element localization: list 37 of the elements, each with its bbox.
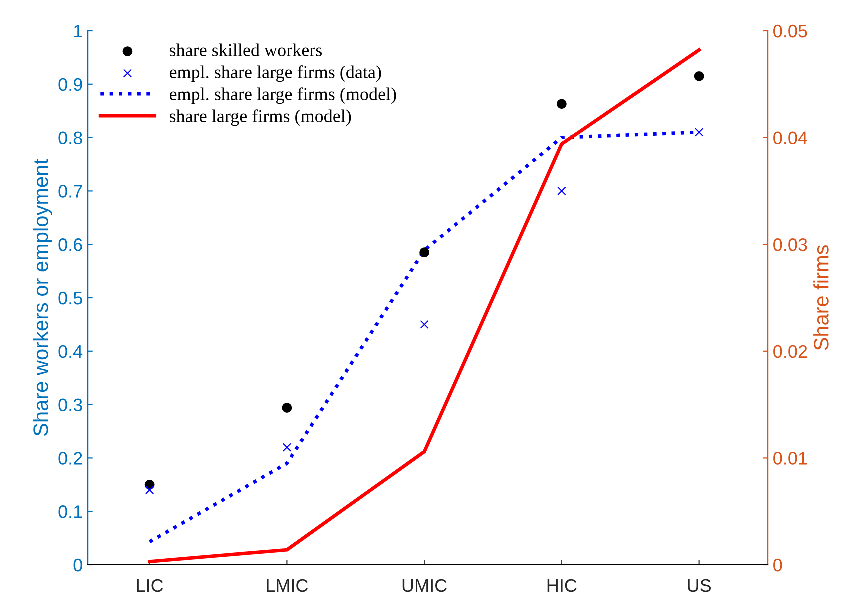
- y2-axis-title: Share firms: [814, 245, 829, 350]
- y-tick-label: 0.2: [58, 452, 82, 465]
- point: [420, 320, 429, 330]
- x-tick-label: LMIC: [267, 579, 308, 592]
- y2-tick-label: 0.04: [774, 132, 808, 145]
- point: [282, 443, 292, 452]
- y-tick-label: 0.1: [58, 506, 82, 518]
- y-tick-label: 0.8: [58, 132, 82, 145]
- x-tick-label: UMIC: [402, 579, 447, 592]
- point: [558, 186, 566, 196]
- y-tick-label: 0.3: [58, 398, 82, 412]
- y-tick-label: 0.4: [58, 345, 83, 358]
- y-axis-title: Share workers or employment: [33, 159, 52, 436]
- point: [420, 248, 430, 258]
- point: [694, 71, 704, 82]
- x-tick-label: US: [688, 579, 712, 592]
- y2-tick-label: 0.03: [774, 238, 808, 252]
- legend-label: share skilled workers: [170, 44, 322, 56]
- y-tick-label: 0.6: [58, 238, 82, 252]
- x-tick-label: LIC: [137, 579, 164, 592]
- y-tick-label: 0.5: [58, 292, 82, 305]
- y-tick-label: 0: [74, 558, 82, 572]
- legend-label: empl. share large firms (data): [170, 66, 382, 82]
- point: [694, 128, 704, 137]
- y-tick-label: 0.9: [58, 78, 82, 92]
- point: [556, 99, 567, 110]
- y-tick-label: 1: [74, 25, 82, 38]
- legend-label: share large firms (model): [170, 110, 352, 126]
- x-tick-label: HIC: [548, 579, 577, 592]
- y-tick-label: 0.7: [58, 185, 82, 198]
- point: [145, 486, 154, 495]
- y2-tick-label: 0.01: [774, 452, 808, 465]
- y2-tick-label: 0: [774, 558, 782, 572]
- y2-tick-label: 0.02: [774, 345, 808, 358]
- legend-label: empl. share large firms (model): [170, 88, 396, 104]
- point: [282, 403, 292, 413]
- y2-tick-label: 0.05: [774, 24, 808, 38]
